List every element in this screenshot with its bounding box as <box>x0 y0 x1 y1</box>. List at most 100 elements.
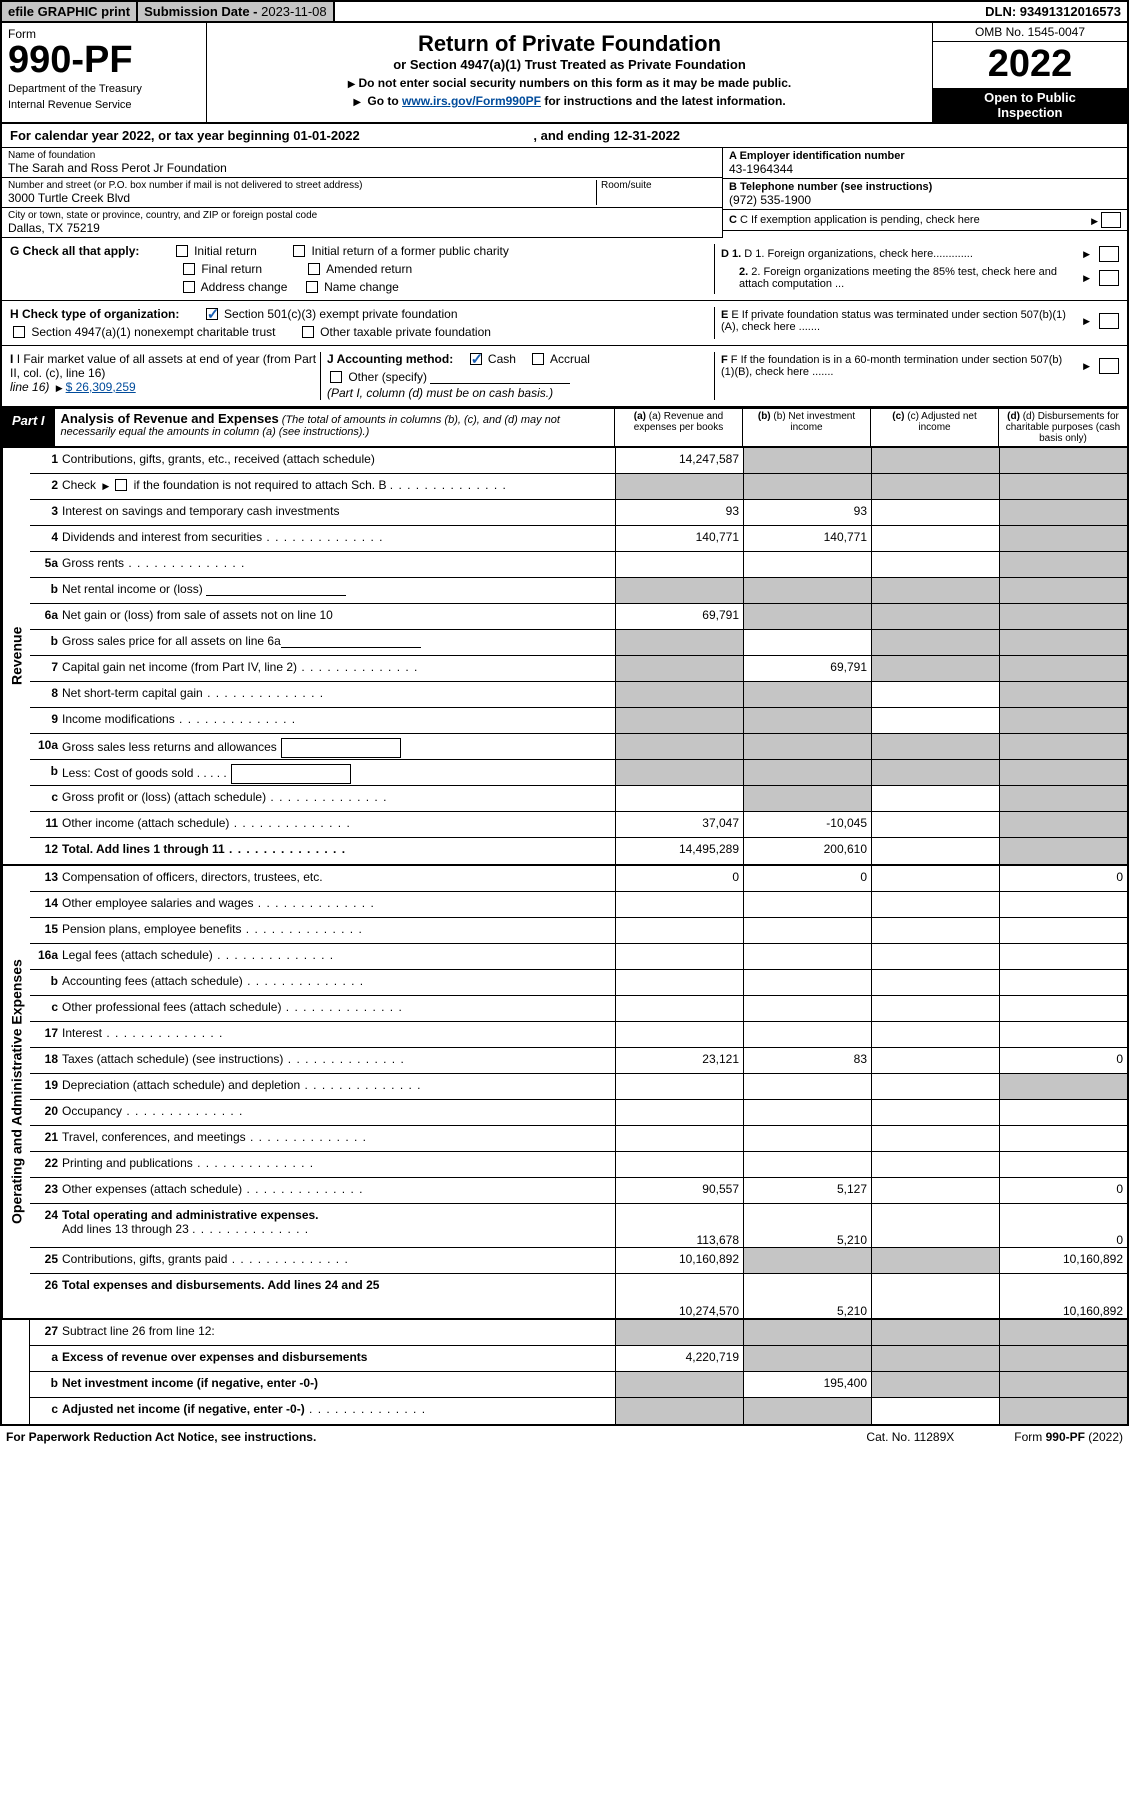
part1-desc: Analysis of Revenue and Expenses (The to… <box>55 409 615 446</box>
row-desc: Contributions, gifts, grants paid <box>62 1248 615 1273</box>
row-num: 9 <box>30 708 62 733</box>
cell-a <box>615 1152 743 1177</box>
4947-checkbox[interactable] <box>13 326 25 338</box>
row-desc: Subtract line 26 from line 12: <box>62 1320 615 1345</box>
cell-a: 69,791 <box>615 604 743 629</box>
501c3-checkbox[interactable] <box>206 308 218 320</box>
cell-c <box>871 970 999 995</box>
cell-d <box>999 944 1127 969</box>
row-num: 13 <box>30 866 62 891</box>
cell-c <box>871 786 999 811</box>
cell-a <box>615 1372 743 1397</box>
cell-b <box>743 1398 871 1424</box>
cash-checkbox[interactable] <box>470 353 482 365</box>
initial-return-checkbox[interactable] <box>176 245 188 257</box>
exemption-checkbox[interactable] <box>1101 212 1121 228</box>
cell-d <box>999 526 1127 551</box>
cell-d <box>999 500 1127 525</box>
cell-c <box>871 708 999 733</box>
amended-return-checkbox[interactable] <box>308 263 320 275</box>
d1-checkbox[interactable] <box>1099 246 1119 262</box>
initial-public-checkbox[interactable] <box>293 245 305 257</box>
row-desc: Contributions, gifts, grants, etc., rece… <box>62 448 615 473</box>
d2-label: 2. 2. Foreign organizations meeting the … <box>721 266 1074 290</box>
row-num: a <box>30 1346 62 1371</box>
name-change-checkbox[interactable] <box>306 281 318 293</box>
row-desc: Less: Cost of goods sold . . . . . <box>62 760 615 785</box>
row-num: 19 <box>30 1074 62 1099</box>
row-desc: Total operating and administrative expen… <box>62 1204 615 1247</box>
e-label: E E If private foundation status was ter… <box>721 309 1074 333</box>
cell-d: 0 <box>999 1048 1127 1073</box>
cell-d: 10,160,892 <box>999 1248 1127 1273</box>
f-checkbox[interactable] <box>1099 358 1119 374</box>
cell-d <box>999 1372 1127 1397</box>
row-desc: Pension plans, employee benefits <box>62 918 615 943</box>
cell-b <box>743 786 871 811</box>
d2-checkbox[interactable] <box>1099 270 1119 286</box>
cell-c <box>871 1178 999 1203</box>
efile-label: efile GRAPHIC print <box>2 2 138 21</box>
row-num: 5a <box>30 552 62 577</box>
row-desc: Dividends and interest from securities <box>62 526 615 551</box>
address-change-checkbox[interactable] <box>183 281 195 293</box>
row-desc: Printing and publications <box>62 1152 615 1177</box>
cell-a: 14,247,587 <box>615 448 743 473</box>
row-desc: Capital gain net income (from Part IV, l… <box>62 656 615 681</box>
cell-c <box>871 656 999 681</box>
cell-b: 200,610 <box>743 838 871 864</box>
row-desc: Net investment income (if negative, ente… <box>62 1372 615 1397</box>
e-checkbox[interactable] <box>1099 313 1119 329</box>
row-desc: Adjusted net income (if negative, enter … <box>62 1398 615 1424</box>
cell-c <box>871 734 999 759</box>
fmv-value: $ 26,309,259 <box>66 380 136 394</box>
cell-c <box>871 892 999 917</box>
row-desc: Other professional fees (attach schedule… <box>62 996 615 1021</box>
cell-a <box>615 656 743 681</box>
cell-c <box>871 1274 999 1318</box>
cell-a <box>615 760 743 785</box>
row-num: 15 <box>30 918 62 943</box>
schB-checkbox[interactable] <box>115 479 127 491</box>
row-desc: Net rental income or (loss) <box>62 578 615 603</box>
cell-a <box>615 474 743 499</box>
submission-date: Submission Date - 2023-11-08 <box>138 2 335 21</box>
ein-value: 43-1964344 <box>729 162 1121 176</box>
cell-a <box>615 1100 743 1125</box>
row-desc: Gross rents <box>62 552 615 577</box>
row-num: 4 <box>30 526 62 551</box>
cell-c <box>871 866 999 891</box>
other-method-checkbox[interactable] <box>330 371 342 383</box>
cell-b: 5,127 <box>743 1178 871 1203</box>
form-note-ssn: Do not enter social security numbers on … <box>213 76 926 90</box>
subdate-value: 2023-11-08 <box>261 4 327 19</box>
cell-d <box>999 1152 1127 1177</box>
accrual-checkbox[interactable] <box>532 353 544 365</box>
cell-d <box>999 1346 1127 1371</box>
cell-d <box>999 786 1127 811</box>
cell-c <box>871 1022 999 1047</box>
cell-c <box>871 812 999 837</box>
cell-b <box>743 996 871 1021</box>
cell-d <box>999 604 1127 629</box>
cell-a: 14,495,289 <box>615 838 743 864</box>
row-desc: Check if the foundation is not required … <box>62 474 615 499</box>
cell-b <box>743 578 871 603</box>
cell-b <box>743 1152 871 1177</box>
col-c-header: (c) (c) Adjusted net income <box>871 409 999 446</box>
cell-b <box>743 552 871 577</box>
row-desc: Other employee salaries and wages <box>62 892 615 917</box>
irs-link[interactable]: www.irs.gov/Form990PF <box>402 94 541 108</box>
cell-c <box>871 1100 999 1125</box>
cell-d: 0 <box>999 1204 1127 1247</box>
final-return-checkbox[interactable] <box>183 263 195 275</box>
ein-label: A Employer identification number <box>729 150 905 162</box>
cell-b <box>743 760 871 785</box>
cell-b <box>743 448 871 473</box>
col-a-header: (a) (a) Revenue and expenses per books <box>615 409 743 446</box>
row-num: 26 <box>30 1274 62 1318</box>
row-num: 7 <box>30 656 62 681</box>
other-taxable-checkbox[interactable] <box>302 326 314 338</box>
cell-b <box>743 682 871 707</box>
cell-d <box>999 1074 1127 1099</box>
